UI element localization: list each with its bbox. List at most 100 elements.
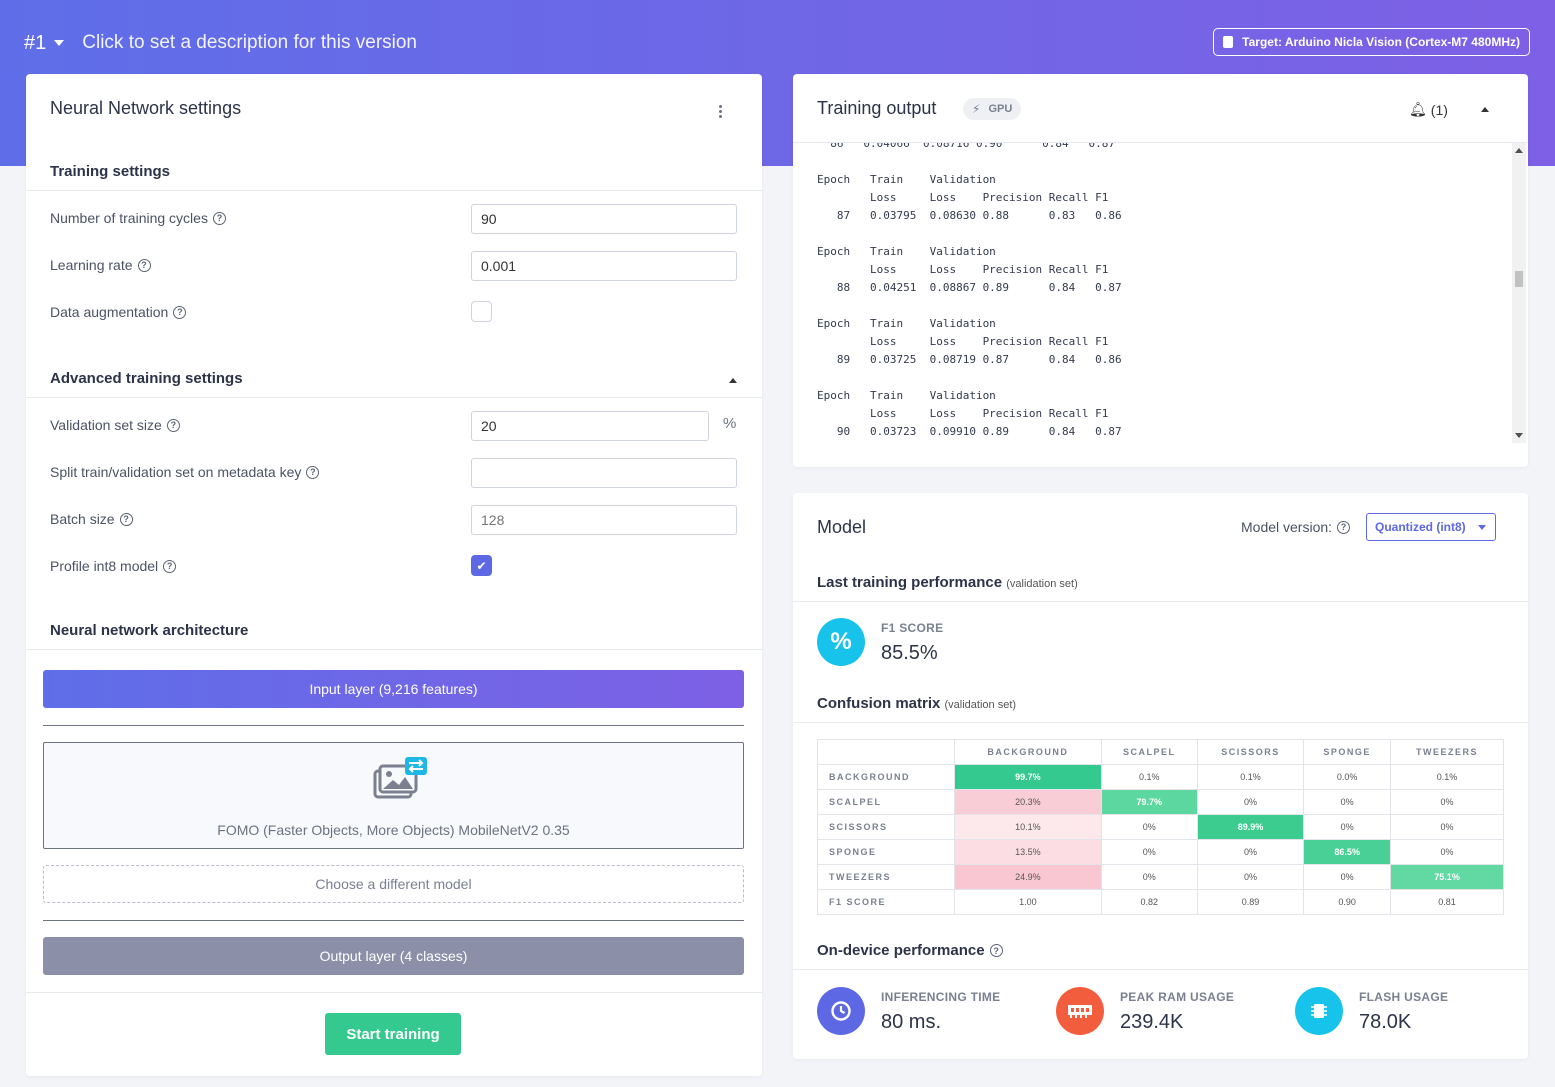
advanced-settings-heading: Advanced training settings — [50, 370, 243, 387]
model-version-value: Quantized (int8) — [1375, 520, 1466, 534]
f1-cell: 0.82 — [1100, 889, 1198, 915]
model-version-label: Model version:? — [1241, 519, 1351, 535]
table-row: SCISSORS 10.1% 0% 89.9% 0% 0% — [817, 814, 1504, 840]
cm-cell: 86.5% — [1303, 839, 1392, 865]
target-device-button[interactable]: Target: Arduino Nicla Vision (Cortex-M7 … — [1213, 28, 1530, 56]
validation-size-input[interactable] — [471, 411, 709, 441]
split-key-input[interactable] — [471, 458, 737, 488]
f1-cell: 0.90 — [1303, 889, 1392, 915]
collapse-icon[interactable] — [729, 378, 737, 383]
help-icon[interactable]: ? — [212, 211, 226, 225]
confusion-matrix-table: BACKGROUND SCALPEL SCISSORS SPONGE TWEEZ… — [817, 739, 1504, 915]
help-icon[interactable]: ? — [166, 418, 180, 432]
training-log[interactable]: 86 0.04066 0.08716 0.90 0.84 0.87 Epoch … — [793, 143, 1526, 443]
peak-ram-value: 239.4K — [1120, 1011, 1184, 1033]
cycles-label: Number of training cycles? — [50, 210, 226, 226]
cm-cell: 0.1% — [1390, 764, 1504, 790]
memory-icon — [1056, 987, 1104, 1035]
divider — [43, 920, 744, 921]
cycles-input[interactable] — [471, 204, 737, 234]
clock-icon — [817, 987, 865, 1035]
peak-ram-label: PEAK RAM USAGE — [1120, 990, 1235, 1004]
start-training-button[interactable]: Start training — [325, 1013, 461, 1055]
column-header: BACKGROUND — [954, 739, 1102, 765]
collapse-icon[interactable] — [1481, 107, 1489, 112]
inferencing-time-value: 80 ms. — [881, 1011, 942, 1033]
divider — [43, 725, 744, 726]
cm-cell: 0% — [1390, 814, 1504, 840]
notifications-button[interactable]: 🔔︎ (1) — [1409, 101, 1448, 118]
last-performance-heading-text: Last training performance — [817, 574, 1003, 591]
augmentation-checkbox[interactable] — [471, 301, 492, 322]
row-header: F1 SCORE — [817, 889, 955, 915]
row-header: SPONGE — [817, 839, 955, 865]
inferencing-time-label: INFERENCING TIME — [881, 990, 1001, 1004]
cm-cell: 0% — [1303, 789, 1392, 815]
help-icon[interactable]: ? — [173, 305, 187, 319]
split-key-label: Split train/validation set on metadata k… — [50, 464, 320, 480]
input-layer-block[interactable]: Input layer (9,216 features) — [43, 670, 744, 708]
model-block[interactable]: FOMO (Faster Objects, More Objects) Mobi… — [43, 742, 744, 849]
cm-cell: 20.3% — [954, 789, 1102, 815]
version-bar: #1 Click to set a description for this v… — [24, 28, 1530, 58]
model-version-select[interactable]: Quantized (int8) — [1366, 513, 1496, 541]
val-size-label-text: Validation set size — [50, 417, 162, 433]
more-options-icon[interactable] — [719, 105, 723, 118]
help-icon[interactable]: ? — [1337, 520, 1351, 534]
log-scrollbar[interactable] — [1512, 143, 1526, 443]
column-header: SPONGE — [1303, 739, 1392, 765]
scroll-thumb[interactable] — [1515, 271, 1523, 287]
lightning-icon: ⚡ — [972, 102, 981, 116]
confusion-matrix-heading-text: Confusion matrix — [817, 695, 941, 712]
f1-score-value: 85.5% — [881, 642, 938, 664]
help-icon[interactable]: ? — [137, 258, 151, 272]
model-title: Model — [817, 517, 867, 537]
profile-int8-checkbox[interactable]: ✔ — [471, 555, 492, 576]
last-performance-heading: Last training performance (validation se… — [817, 574, 1078, 591]
chip-icon — [1223, 36, 1234, 48]
training-settings-heading: Training settings — [50, 163, 171, 180]
cm-cell: 0% — [1196, 864, 1305, 890]
scroll-down-icon[interactable] — [1515, 433, 1523, 438]
cm-cell: 0% — [1196, 789, 1305, 815]
cm-cell: 99.7% — [954, 764, 1102, 790]
help-icon[interactable]: ? — [119, 512, 133, 526]
help-icon[interactable]: ? — [163, 559, 177, 573]
cm-cell: 0% — [1100, 814, 1198, 840]
f1-cell: 0.89 — [1196, 889, 1305, 915]
row-header: BACKGROUND — [817, 764, 955, 790]
version-description[interactable]: Click to set a description for this vers… — [82, 32, 417, 53]
table-row: SCALPEL 20.3% 79.7% 0% 0% 0% — [817, 789, 1504, 815]
version-selector[interactable]: #1 — [24, 32, 65, 55]
batch-size-label-text: Batch size — [50, 511, 115, 527]
cm-cell: 0.0% — [1303, 764, 1392, 790]
cm-cell: 24.9% — [954, 864, 1102, 890]
advanced-settings-header[interactable]: Advanced training settings — [26, 356, 762, 398]
choose-model-button[interactable]: Choose a different model — [43, 865, 744, 903]
percent-icon: % — [817, 618, 865, 666]
output-layer-block[interactable]: Output layer (4 classes) — [43, 937, 744, 975]
model-card: Model Model version:? Quantized (int8) L… — [793, 493, 1528, 1059]
training-log-text: 86 0.04066 0.08716 0.90 0.84 0.87 Epoch … — [817, 143, 1122, 438]
learning-rate-input[interactable] — [471, 251, 737, 281]
f1-score-label: F1 SCORE — [881, 621, 944, 635]
batch-size-input[interactable] — [471, 505, 737, 535]
divider — [793, 969, 1528, 970]
cm-cell: 13.5% — [954, 839, 1102, 865]
last-performance-note: (validation set) — [1006, 578, 1078, 590]
cm-cell: 0.1% — [1196, 764, 1305, 790]
gpu-label: GPU — [988, 103, 1013, 115]
cycles-label-text: Number of training cycles — [50, 210, 208, 226]
help-icon[interactable]: ? — [989, 944, 1003, 957]
profile-int8-label: Profile int8 model? — [50, 558, 177, 574]
cm-cell: 0% — [1303, 864, 1392, 890]
flash-usage-label: FLASH USAGE — [1359, 990, 1449, 1004]
notifications-count: (1) — [1430, 101, 1448, 118]
on-device-heading: On-device performance? — [817, 942, 1003, 959]
help-icon[interactable]: ? — [306, 465, 320, 479]
chevron-down-icon — [54, 40, 65, 46]
column-header: SCALPEL — [1100, 739, 1198, 765]
training-output-title: Training output — [817, 98, 937, 118]
gpu-badge: ⚡ GPU — [963, 98, 1022, 120]
scroll-up-icon[interactable] — [1515, 148, 1523, 153]
